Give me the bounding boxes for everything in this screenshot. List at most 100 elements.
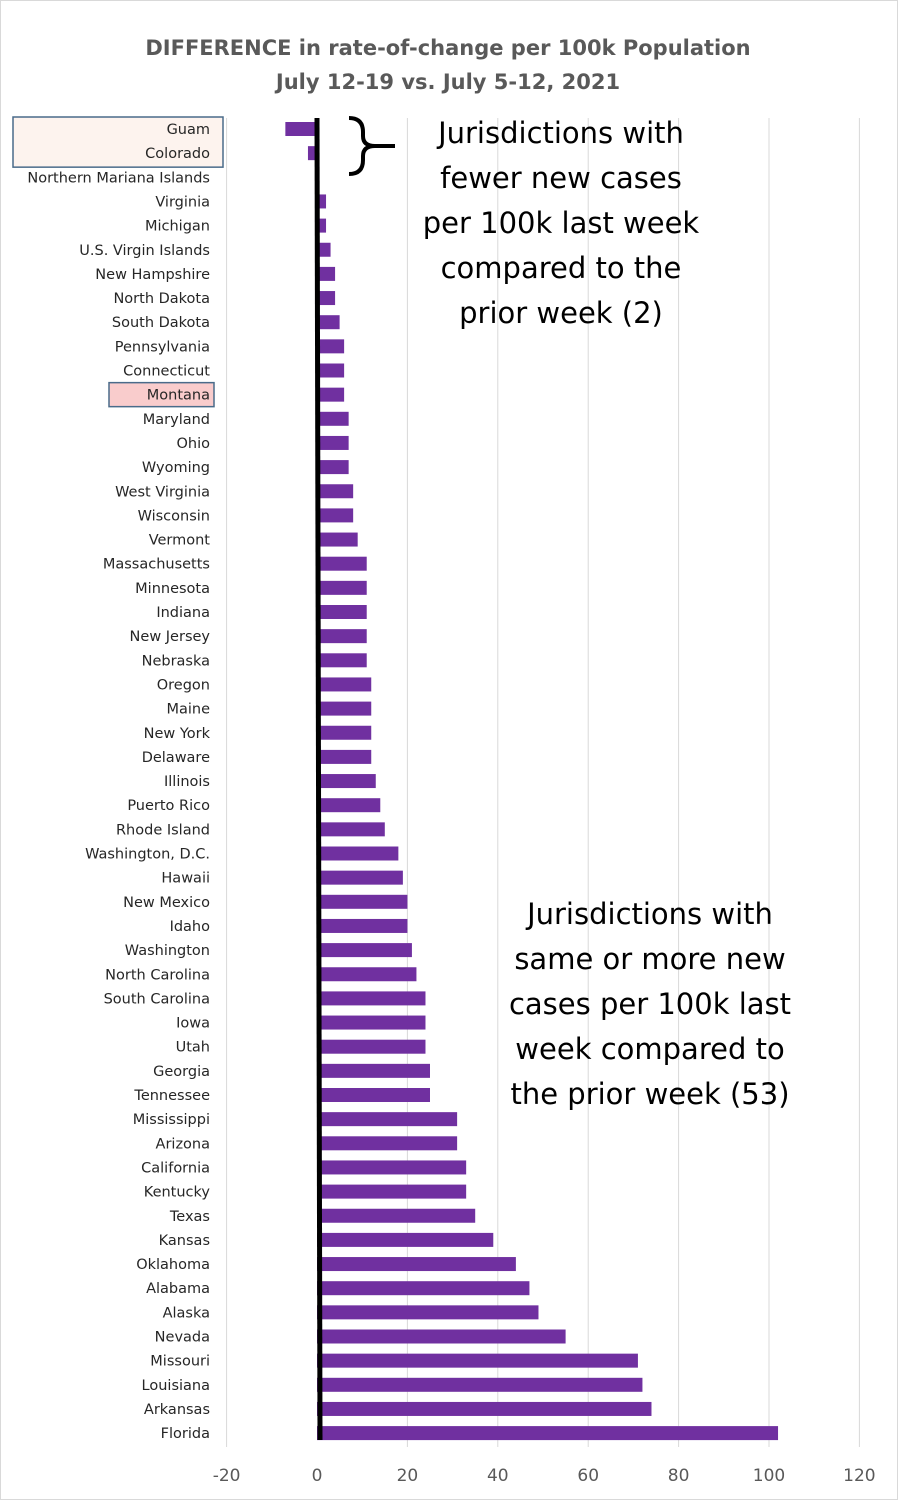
annotation-line: fewer new cases <box>440 161 682 195</box>
category-label: South Carolina <box>104 991 210 1007</box>
highlight-box <box>12 116 224 168</box>
bar <box>317 1039 426 1054</box>
category-label: Massachusetts <box>103 557 210 573</box>
annotation-line: prior week (2) <box>459 296 663 330</box>
bar <box>317 242 331 257</box>
category-label: North Carolina <box>105 967 210 983</box>
category-label: Louisiana <box>142 1378 210 1394</box>
category-label: Montana <box>147 388 210 404</box>
bar <box>317 484 354 499</box>
category-label: Minnesota <box>135 581 210 597</box>
bar <box>317 725 372 740</box>
bar <box>317 1063 430 1078</box>
bar <box>317 1112 458 1127</box>
x-tick-label: 120 <box>843 1466 875 1486</box>
category-label: Hawaii <box>161 871 210 887</box>
category-label: Georgia <box>153 1064 210 1080</box>
bar <box>317 870 403 885</box>
x-tick-label: 80 <box>668 1466 690 1486</box>
category-label: Vermont <box>149 533 211 549</box>
category-label: South Dakota <box>112 315 210 331</box>
category-label: Florida <box>161 1426 210 1442</box>
category-label: New Jersey <box>130 629 211 645</box>
bar <box>317 701 372 716</box>
bar <box>317 363 345 378</box>
bar <box>317 194 327 209</box>
bar <box>317 1136 458 1151</box>
bar <box>317 532 358 547</box>
category-label: Rhode Island <box>116 822 210 838</box>
category-label: Kentucky <box>144 1185 211 1201</box>
annotation-line: same or more new <box>514 942 785 976</box>
category-label: Tennessee <box>133 1088 210 1104</box>
category-label: Ohio <box>176 436 210 452</box>
category-label: Delaware <box>142 750 210 766</box>
bar <box>317 218 327 233</box>
bar <box>317 677 372 692</box>
category-label: Texas <box>169 1209 210 1225</box>
category-label: Guam <box>167 122 210 138</box>
category-label: Connecticut <box>123 364 210 380</box>
category-label: New York <box>144 726 211 742</box>
category-label: North Dakota <box>113 291 210 307</box>
category-label: Pennsylvania <box>115 339 210 355</box>
bar <box>317 315 340 330</box>
bar <box>317 556 367 571</box>
category-label: Oregon <box>157 677 210 693</box>
category-label: Mississippi <box>133 1112 210 1128</box>
category-label: Kansas <box>159 1233 210 1249</box>
category-label: Virginia <box>155 194 210 210</box>
annotation-line: Jurisdictions with <box>436 116 684 150</box>
category-label: Oklahoma <box>136 1257 210 1273</box>
annotation-line: compared to the <box>441 251 682 285</box>
category-label: Indiana <box>156 605 210 621</box>
category-label: Wisconsin <box>138 508 210 524</box>
bar <box>317 1401 652 1416</box>
chart-title: DIFFERENCE in rate-of-change per 100k Po… <box>145 36 750 60</box>
bar <box>317 580 367 595</box>
annotation-more: Jurisdictions with same or more new cases … <box>509 897 791 1111</box>
category-label: New Hampshire <box>95 267 210 283</box>
bar <box>317 894 408 909</box>
bars <box>285 122 779 1441</box>
bar <box>317 1257 516 1272</box>
bar <box>317 846 399 861</box>
category-label: Iowa <box>176 1016 210 1032</box>
bar <box>317 1281 530 1296</box>
bar <box>317 1015 426 1030</box>
bar <box>317 605 367 619</box>
bar <box>317 1305 539 1320</box>
bar <box>317 460 349 475</box>
bar <box>317 1232 494 1247</box>
category-label: Alabama <box>146 1281 210 1297</box>
category-label: Illinois <box>164 774 210 790</box>
bar <box>317 1329 566 1344</box>
category-label: Colorado <box>145 146 210 162</box>
category-label: Nebraska <box>142 653 210 669</box>
bar <box>317 266 336 281</box>
bar <box>317 774 376 789</box>
x-tick-label: 100 <box>753 1466 785 1486</box>
bar <box>317 1377 643 1392</box>
x-tick-label: 0 <box>312 1466 323 1486</box>
bar <box>317 629 367 644</box>
category-label: Wyoming <box>142 460 210 476</box>
category-labels: Guam Colorado Northern Mariana Islands Virg… <box>27 122 210 1442</box>
highlight-box <box>108 381 215 408</box>
x-tick-label: 20 <box>397 1466 419 1486</box>
category-label: New Mexico <box>123 895 210 911</box>
gridlines <box>226 118 860 1447</box>
annotation-line: per 100k last week <box>423 206 700 240</box>
bar <box>317 991 426 1006</box>
x-tick-label: 60 <box>577 1466 599 1486</box>
category-label: West Virginia <box>115 484 210 500</box>
category-label: Northern Mariana Islands <box>27 170 210 186</box>
x-tick-labels: -20 0 20 40 60 80 100 120 <box>213 1466 876 1486</box>
highlight-boxes <box>12 116 224 408</box>
bar <box>317 1353 638 1368</box>
x-tick-label: 40 <box>487 1466 509 1486</box>
bar <box>317 508 354 523</box>
bar <box>317 291 336 306</box>
category-label: Maryland <box>143 412 210 428</box>
